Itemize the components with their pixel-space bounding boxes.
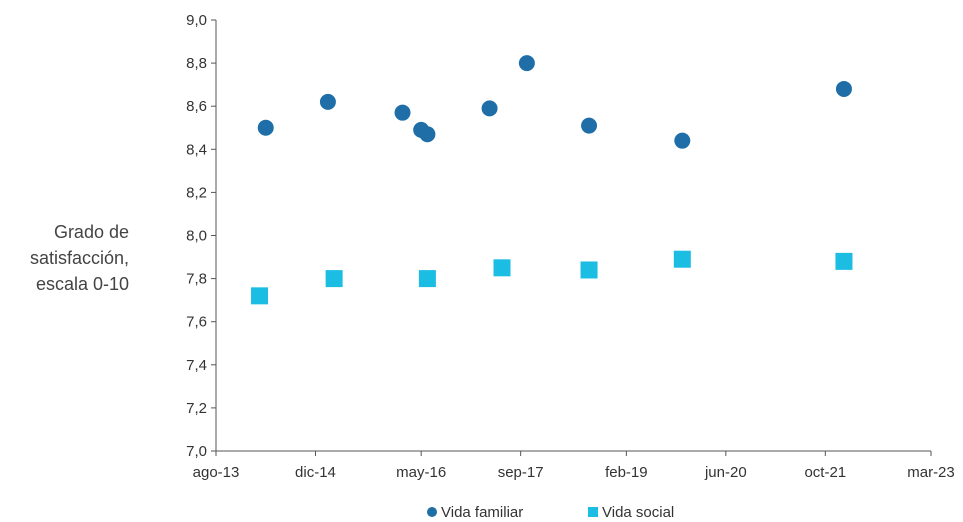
data-point — [418, 270, 436, 288]
data-point — [251, 287, 269, 305]
data-point — [257, 119, 274, 136]
y-tick-label: 8,6 — [186, 98, 207, 115]
data-point — [581, 117, 598, 134]
data-point — [319, 93, 336, 110]
data-point — [481, 100, 498, 117]
series-vida-familiar — [257, 55, 852, 149]
data-point — [493, 259, 511, 277]
x-tick-label: may-16 — [396, 464, 446, 481]
data-point — [394, 104, 411, 121]
y-axis-label-line: escala 0-10 — [36, 274, 129, 294]
y-axis-label: Grado de satisfacción, escala 0-10 — [30, 222, 129, 294]
legend-label: Vida social — [602, 504, 674, 521]
legend-square-icon — [588, 507, 598, 517]
x-tick-label: feb-19 — [605, 464, 648, 481]
plot-marks — [251, 55, 853, 305]
series-vida-social — [251, 250, 853, 305]
legend: Vida familiar Vida social — [427, 504, 674, 521]
y-tick-label: 7,4 — [186, 357, 207, 374]
data-point — [835, 252, 853, 270]
y-axis-label-line: Grado de — [54, 222, 129, 242]
y-tick-label: 8,0 — [186, 228, 207, 245]
y-tick-label: 7,0 — [186, 443, 207, 460]
y-axis-label-line: satisfacción, — [30, 248, 129, 268]
data-point — [518, 55, 535, 72]
x-tick-label: dic-14 — [295, 464, 336, 481]
legend-circle-icon — [427, 507, 437, 517]
x-tick-label: oct-21 — [804, 464, 846, 481]
y-tick-label: 8,8 — [186, 55, 207, 72]
y-tick-label: 7,6 — [186, 314, 207, 331]
data-point — [674, 132, 691, 149]
y-tick-label: 7,8 — [186, 271, 207, 288]
data-point — [325, 270, 343, 288]
data-point — [580, 261, 598, 279]
data-point — [673, 250, 691, 268]
y-tick-label: 8,4 — [186, 141, 207, 158]
x-tick-label: mar-23 — [907, 464, 955, 481]
x-tick-label: jun-20 — [704, 464, 747, 481]
data-point — [835, 80, 852, 97]
y-tick-label: 7,2 — [186, 400, 207, 417]
axes: 7,0 7,2 7,4 7,6 7,8 8,0 8,2 8,4 8,6 8,8 9,0 ago-13 d… — [186, 12, 955, 481]
x-tick-label: sep-17 — [498, 464, 544, 481]
y-tick-label: 9,0 — [186, 12, 207, 29]
data-point — [419, 126, 436, 143]
x-tick-label: ago-13 — [193, 464, 240, 481]
y-tick-label: 8,2 — [186, 184, 207, 201]
legend-label: Vida familiar — [441, 504, 523, 521]
